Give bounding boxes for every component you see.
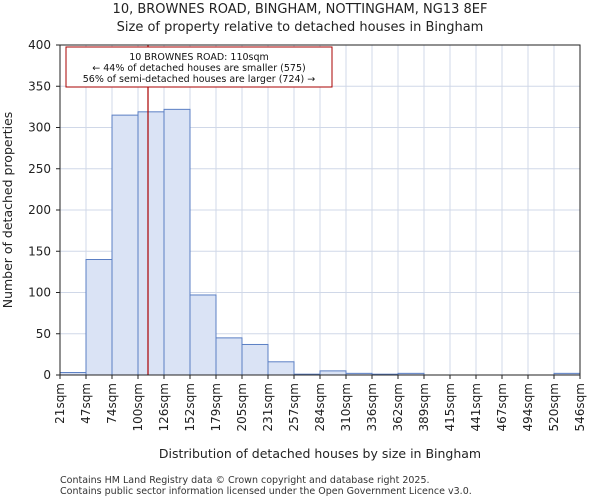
x-axis-label: Distribution of detached houses by size … bbox=[159, 446, 481, 461]
bar bbox=[189, 294, 217, 376]
annotation-line2: ← 44% of detached houses are smaller (57… bbox=[92, 63, 305, 74]
x-tick-label: 205sqm bbox=[235, 383, 249, 431]
annotation-border bbox=[65, 46, 333, 88]
x-tick-label: 494sqm bbox=[521, 383, 535, 431]
x-tick-label: 336sqm bbox=[365, 383, 379, 431]
x-tick-label: 520sqm bbox=[547, 383, 561, 431]
footer-line2: Contains public sector information licen… bbox=[60, 486, 472, 497]
bar bbox=[215, 337, 243, 376]
y-tick-label: 400 bbox=[28, 38, 51, 52]
bar bbox=[241, 343, 269, 376]
bar bbox=[137, 111, 165, 376]
x-tick-label: 179sqm bbox=[209, 383, 223, 431]
x-axis-ticks: 21sqm 47sqm 74sqm 100sqm 126sqm 152sqm 179sqm 2… bbox=[53, 375, 587, 431]
annotation-box: 10 BROWNES ROAD: 110sqm ← 44% of detache… bbox=[65, 46, 333, 88]
bars bbox=[59, 108, 581, 376]
x-tick-label: 546sqm bbox=[573, 383, 587, 431]
x-tick-label: 74sqm bbox=[105, 383, 119, 424]
chart-title-line2: Size of property relative to detached ho… bbox=[117, 20, 484, 35]
x-tick-label: 415sqm bbox=[443, 383, 457, 431]
x-tick-label: 362sqm bbox=[391, 383, 405, 431]
y-tick-label: 50 bbox=[36, 327, 51, 341]
x-tick-label: 284sqm bbox=[313, 383, 327, 431]
x-tick-label: 389sqm bbox=[417, 383, 431, 431]
x-tick-label: 467sqm bbox=[495, 383, 509, 431]
y-tick-label: 250 bbox=[28, 162, 51, 176]
y-tick-label: 100 bbox=[28, 286, 51, 300]
bar bbox=[85, 259, 113, 376]
y-tick-label: 150 bbox=[28, 244, 51, 258]
x-tick-label: 126sqm bbox=[157, 383, 171, 431]
x-tick-label: 152sqm bbox=[183, 383, 197, 431]
x-tick-label: 47sqm bbox=[79, 383, 93, 424]
y-axis-label: Number of detached properties bbox=[0, 112, 15, 309]
y-tick-label: 0 bbox=[43, 368, 51, 382]
y-tick-label: 350 bbox=[28, 79, 51, 93]
annotation-line3: 56% of semi-detached houses are larger (… bbox=[83, 74, 316, 85]
x-tick-label: 441sqm bbox=[469, 383, 483, 431]
chart-title-line1: 10, BROWNES ROAD, BINGHAM, NOTTINGHAM, N… bbox=[113, 2, 488, 17]
x-tick-label: 310sqm bbox=[339, 383, 353, 431]
y-tick-label: 200 bbox=[28, 203, 51, 217]
bar bbox=[163, 108, 191, 376]
x-tick-label: 21sqm bbox=[53, 383, 67, 424]
y-axis-ticks: 0 50 100 150 200 250 300 350 400 bbox=[28, 38, 60, 382]
bar bbox=[267, 361, 295, 376]
y-tick-label: 300 bbox=[28, 121, 51, 135]
x-tick-label: 100sqm bbox=[131, 383, 145, 431]
footer-line1: Contains HM Land Registry data © Crown c… bbox=[60, 475, 430, 486]
x-tick-label: 231sqm bbox=[261, 383, 275, 431]
annotation-line1: 10 BROWNES ROAD: 110sqm bbox=[129, 52, 269, 63]
x-tick-label: 257sqm bbox=[287, 383, 301, 431]
bar bbox=[319, 370, 347, 376]
bar bbox=[111, 114, 139, 376]
